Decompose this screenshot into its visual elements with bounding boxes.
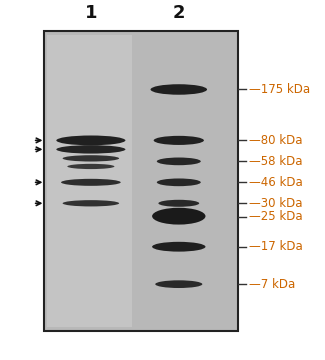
Ellipse shape	[155, 280, 202, 288]
Ellipse shape	[158, 200, 199, 207]
Ellipse shape	[157, 179, 201, 186]
Ellipse shape	[56, 145, 125, 154]
Ellipse shape	[154, 136, 204, 145]
Text: —30 kDa: —30 kDa	[250, 197, 303, 210]
Ellipse shape	[63, 200, 119, 206]
Text: 1: 1	[84, 4, 97, 22]
Ellipse shape	[152, 208, 205, 225]
Text: —17 kDa: —17 kDa	[250, 240, 303, 253]
Text: 2: 2	[173, 4, 185, 22]
Ellipse shape	[157, 158, 201, 165]
Text: —25 kDa: —25 kDa	[250, 210, 303, 223]
Ellipse shape	[150, 84, 207, 95]
Text: —7 kDa: —7 kDa	[250, 278, 296, 291]
Text: —58 kDa: —58 kDa	[250, 155, 303, 168]
Ellipse shape	[56, 135, 125, 145]
Ellipse shape	[61, 179, 121, 186]
Ellipse shape	[152, 242, 205, 252]
Text: —80 kDa: —80 kDa	[250, 134, 303, 147]
Text: —175 kDa: —175 kDa	[250, 83, 311, 96]
Bar	[47, 35, 132, 327]
Ellipse shape	[67, 164, 114, 169]
Bar	[44, 31, 239, 330]
Ellipse shape	[63, 155, 119, 162]
Text: —46 kDa: —46 kDa	[250, 176, 303, 189]
